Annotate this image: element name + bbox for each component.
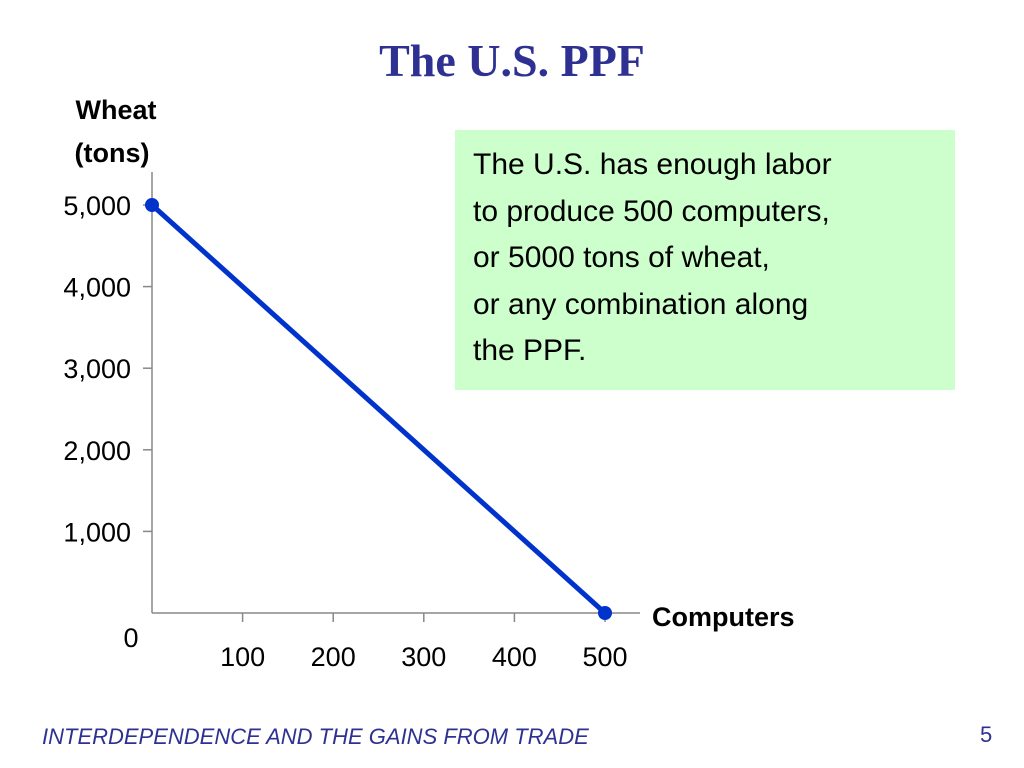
x-tick-label: 500 bbox=[582, 642, 627, 672]
x-axis-label: Computers bbox=[652, 602, 795, 632]
slide-title: The U.S. PPF bbox=[379, 35, 645, 86]
y-axis-label-line-2: (tons) bbox=[75, 138, 150, 168]
x-tick-label: 400 bbox=[492, 642, 537, 672]
explanation-line-1: The U.S. has enough labor bbox=[473, 148, 832, 181]
y-tick-label: 3,000 bbox=[63, 354, 131, 384]
ppf-line bbox=[150, 203, 607, 615]
origin-label: 0 bbox=[123, 623, 138, 653]
x-tick-label: 300 bbox=[401, 642, 446, 672]
y-tick-label: 5,000 bbox=[63, 191, 131, 221]
y-axis-label-line-1: Wheat bbox=[76, 95, 157, 125]
y-tick-label: 2,000 bbox=[63, 436, 131, 466]
ppf-endpoint bbox=[598, 606, 612, 620]
explanation-box: The U.S. has enough labor to produce 500… bbox=[455, 130, 955, 390]
page-number: 5 bbox=[980, 722, 993, 747]
x-tick-label: 100 bbox=[220, 642, 265, 672]
ppf-endpoint bbox=[145, 198, 159, 212]
y-tick-label: 1,000 bbox=[63, 517, 131, 547]
explanation-line-3: or 5000 tons of wheat, bbox=[473, 241, 770, 274]
explanation-line-5: the PPF. bbox=[473, 334, 587, 367]
explanation-line-2: to produce 500 computers, bbox=[473, 194, 830, 228]
x-tick-label: 200 bbox=[311, 642, 356, 672]
y-tick-label: 4,000 bbox=[63, 273, 131, 303]
explanation-line-4: or any combination along bbox=[473, 287, 809, 321]
footer-text: INTERDEPENDENCE AND THE GAINS FROM TRADE bbox=[42, 724, 589, 749]
